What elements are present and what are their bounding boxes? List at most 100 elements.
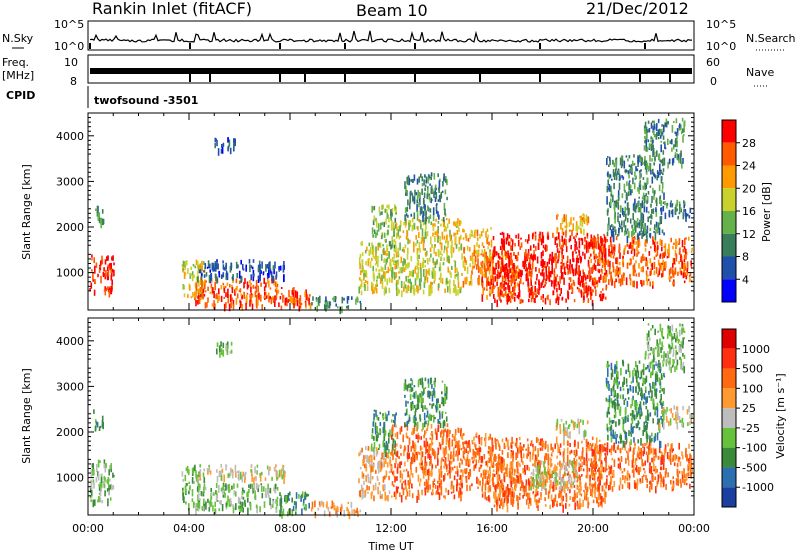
data-cell (400, 453, 402, 456)
data-cell (415, 417, 417, 422)
data-cell (647, 120, 650, 124)
data-cell (532, 491, 535, 494)
data-cell (302, 498, 305, 504)
data-cell (416, 454, 418, 459)
data-cell (417, 451, 419, 454)
data-cell (501, 257, 503, 265)
data-cell (602, 239, 605, 243)
data-cell (578, 240, 581, 249)
data-cell (415, 408, 417, 413)
data-cell (384, 208, 386, 213)
data-cell (394, 462, 396, 469)
data-cell (498, 260, 501, 268)
data-cell (445, 393, 448, 400)
data-cell (259, 268, 261, 275)
data-cell (325, 504, 328, 507)
data-cell (385, 452, 388, 458)
data-cell (372, 250, 375, 257)
data-cell (411, 473, 414, 478)
data-cell (534, 494, 536, 503)
data-cell (592, 250, 595, 255)
data-cell (269, 490, 271, 493)
data-cell (424, 377, 427, 382)
data-cell (542, 294, 544, 299)
scatter-region-10 (404, 172, 448, 225)
data-cell (528, 467, 530, 472)
data-cell (409, 394, 412, 400)
data-cell (439, 194, 442, 201)
data-cell (231, 485, 233, 490)
data-cell (588, 285, 590, 292)
data-cell (384, 264, 387, 270)
data-cell (364, 269, 366, 277)
data-cell (498, 497, 501, 501)
data-cell (375, 253, 377, 262)
data-cell (429, 288, 432, 296)
data-cell (450, 451, 452, 459)
data-cell (531, 262, 534, 270)
scatter-region-0 (89, 459, 115, 508)
data-cell (637, 206, 640, 213)
data-cell (673, 258, 676, 264)
data-cell (448, 431, 450, 437)
data-cell (182, 268, 184, 271)
data-cell (680, 254, 682, 262)
data-cell (578, 466, 580, 472)
scatter-region-4 (198, 464, 287, 485)
data-cell (204, 486, 207, 489)
data-cell (645, 257, 648, 262)
data-cell (480, 473, 482, 478)
data-cell (405, 495, 407, 500)
data-cell (503, 476, 506, 483)
data-cell (450, 491, 453, 494)
data-cell (505, 263, 508, 270)
data-cell (513, 296, 516, 302)
data-cell (626, 228, 629, 232)
data-cell (683, 254, 686, 259)
data-cell (510, 476, 513, 484)
data-cell (524, 469, 526, 475)
data-cell (318, 304, 320, 307)
data-cell (573, 450, 576, 456)
data-cell (630, 250, 633, 254)
data-cell (556, 274, 559, 277)
data-cell (422, 397, 424, 403)
data-cell (390, 224, 393, 231)
data-cell (503, 287, 505, 291)
data-cell (424, 491, 427, 496)
freq-trace (90, 68, 692, 82)
data-cell (362, 473, 365, 477)
data-cell (588, 241, 591, 249)
data-cell (516, 495, 518, 502)
data-cell (411, 457, 414, 464)
data-cell (548, 271, 551, 278)
data-cell (371, 285, 373, 291)
data-cell (486, 476, 489, 481)
data-cell (408, 177, 411, 185)
data-cell (501, 490, 504, 498)
data-cell (396, 443, 398, 447)
data-cell (370, 492, 372, 496)
data-cell (413, 444, 416, 452)
data-cell (509, 279, 511, 283)
data-cell (383, 247, 385, 256)
data-cell (446, 434, 448, 443)
data-cell (424, 430, 426, 436)
data-cell (432, 480, 434, 488)
scatter-region-17 (660, 199, 692, 223)
data-cell (653, 261, 656, 269)
data-cell (111, 283, 113, 289)
data-cell (553, 268, 556, 271)
data-cell (620, 155, 623, 160)
data-cell (192, 468, 194, 475)
data-cell (602, 497, 605, 503)
data-cell (283, 469, 285, 478)
data-cell (423, 440, 426, 448)
data-cell (287, 492, 290, 501)
data-cell (612, 230, 615, 237)
data-cell (426, 410, 429, 417)
data-cell (467, 475, 469, 478)
data-cell (528, 263, 530, 270)
data-cell (391, 257, 394, 262)
data-cell (430, 253, 432, 258)
